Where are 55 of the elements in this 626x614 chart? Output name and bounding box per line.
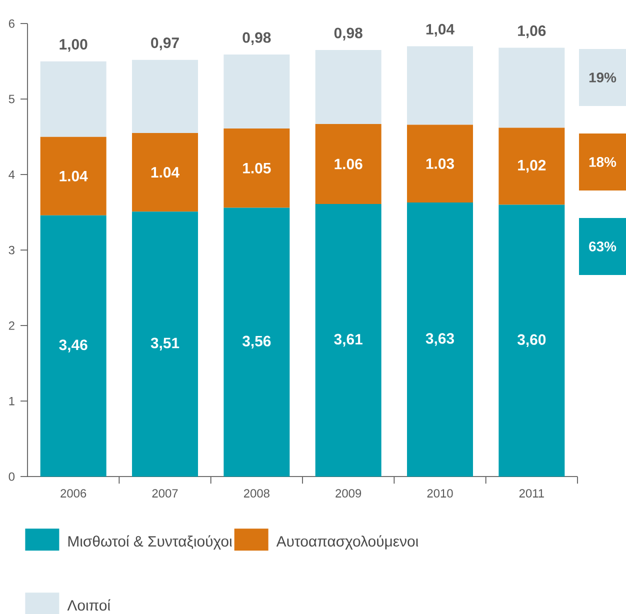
bar	[407, 124, 474, 203]
legend-label: Αυτοαπασχολούμενοι	[276, 535, 418, 550]
legend-label: Λοιποί	[67, 599, 110, 611]
data-label: 1.04	[151, 167, 180, 178]
bar	[40, 215, 106, 477]
data-label: 3,61	[334, 334, 362, 347]
y-tick-label: 3	[8, 246, 14, 254]
data-label: 0,98	[334, 28, 362, 40]
x-tick-label: 2010	[427, 489, 453, 498]
bar	[315, 124, 382, 204]
bar	[132, 60, 198, 134]
bar	[498, 48, 565, 128]
data-label: 3,63	[426, 333, 454, 346]
bar	[40, 61, 106, 137]
data-label: 1,04	[426, 24, 454, 37]
x-tick-label: 2006	[60, 489, 86, 498]
bar	[315, 204, 382, 477]
bar	[315, 50, 382, 124]
bar	[498, 128, 565, 205]
y-tick-label: 6	[8, 19, 14, 28]
bar	[40, 136, 106, 216]
y-tick-label: 1	[9, 396, 14, 406]
data-label: 1.05	[243, 162, 271, 174]
data-label: 0,98	[242, 32, 271, 45]
y-tick-label: 5	[8, 94, 14, 104]
bar	[224, 128, 290, 208]
bar	[224, 208, 290, 477]
data-label: 3,56	[242, 336, 271, 349]
data-label: 1,00	[60, 39, 88, 52]
bar	[407, 202, 474, 477]
text: 63%	[589, 242, 616, 252]
y-tick-label: 0	[8, 472, 15, 481]
y-tick-label: 4	[8, 170, 15, 179]
bar	[224, 54, 290, 129]
data-label: 3,46	[59, 340, 88, 352]
data-label: 1.04	[60, 170, 88, 182]
data-label: 1.06	[334, 158, 362, 170]
legend-label: Μισθωτοί & Συνταξιούχοι	[68, 535, 232, 550]
bar	[407, 46, 474, 125]
bar	[132, 133, 198, 212]
data-label: 1,02	[518, 160, 546, 173]
x-tick-label: 2009	[336, 489, 362, 498]
y-tick-label: 2	[8, 321, 14, 330]
bar	[132, 212, 198, 477]
data-label: 3,60	[517, 334, 546, 348]
data-label: 0,97	[151, 38, 179, 50]
data-label: 1,06	[518, 25, 546, 38]
x-tick-label: 2008	[244, 489, 270, 498]
text: 19%	[589, 72, 616, 82]
x-tick-label: 2011	[519, 489, 544, 498]
x-tick-label: 2007	[152, 489, 178, 498]
data-label: 1.03	[426, 158, 454, 169]
bar	[498, 204, 565, 477]
data-label: 3,51	[150, 338, 180, 350]
text: 18%	[589, 157, 616, 167]
